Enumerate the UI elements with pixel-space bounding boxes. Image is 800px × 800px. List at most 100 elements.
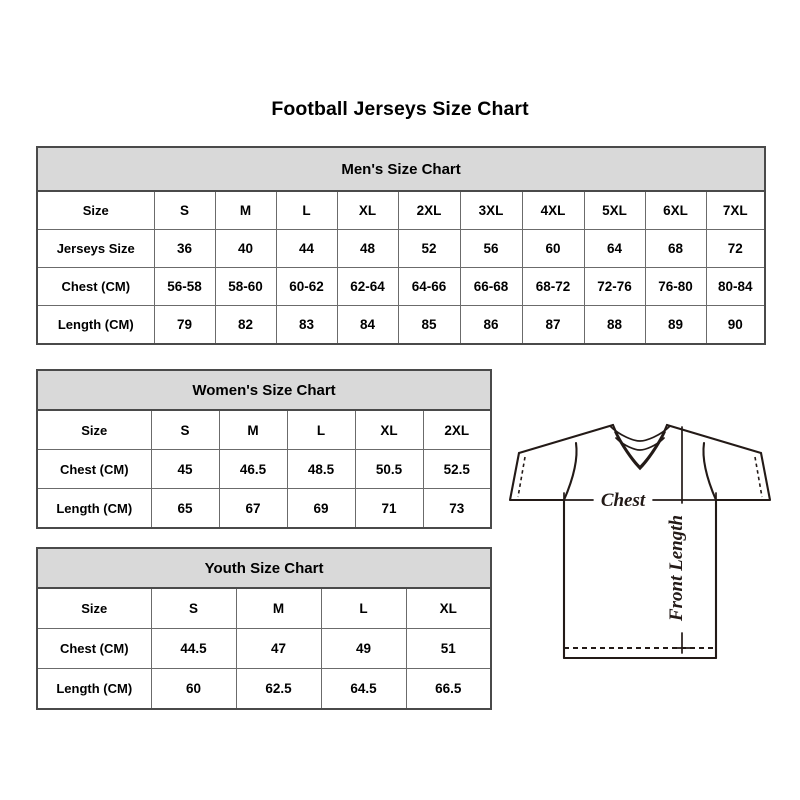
mens-cell: 36 [153, 229, 216, 268]
mens-header-row: Size S M L XL 2XL 3XL 4XL 5XL 6XL 7XL [36, 190, 766, 230]
youth-row-label-length: Length (CM) [36, 668, 152, 710]
mens-cell: 56 [459, 229, 523, 268]
table-row: Length (CM) 79 82 83 84 85 86 87 88 89 9… [36, 305, 766, 345]
youth-header-cell-s: S [150, 587, 237, 629]
mens-cell: 48 [336, 229, 399, 268]
mens-cell: 86 [459, 305, 523, 345]
mens-cell: 82 [214, 305, 277, 345]
front-length-measure-line [673, 426, 693, 654]
mens-cell: 66-68 [459, 267, 523, 306]
youth-cell: 66.5 [405, 668, 492, 710]
table-row: Chest (CM) 44.5 47 49 51 [36, 628, 492, 669]
mens-cell: 58-60 [214, 267, 277, 306]
chest-measure-line [563, 492, 717, 516]
youth-row-label-chest: Chest (CM) [36, 628, 152, 669]
mens-header-cell-6xl: 6XL [644, 190, 707, 230]
womens-header-cell-size: Size [36, 409, 152, 450]
mens-band-label: Men's Size Chart [37, 147, 766, 192]
mens-cell: 85 [397, 305, 461, 345]
mens-header-cell-2xl: 2XL [397, 190, 461, 230]
womens-band-label: Women's Size Chart [37, 370, 492, 411]
mens-size-chart-table: Men's Size Chart Size S M L XL 2XL 3XL 4… [36, 146, 767, 345]
womens-row-label-length: Length (CM) [36, 488, 152, 529]
mens-cell: 62-64 [336, 267, 399, 306]
jersey-measurement-diagram: Chest Front Length [498, 405, 782, 693]
mens-cell: 88 [583, 305, 646, 345]
mens-band-row: Men's Size Chart [37, 147, 766, 192]
mens-cell: 52 [397, 229, 461, 268]
jersey-outline-shape [508, 423, 772, 660]
mens-row-label-length: Length (CM) [36, 305, 155, 345]
womens-size-chart-table: Women's Size Chart Size S M L XL 2XL Che… [36, 369, 493, 529]
mens-cell: 60-62 [275, 267, 338, 306]
womens-cell: 73 [422, 488, 492, 529]
mens-cell: 76-80 [644, 267, 707, 306]
mens-cell: 72 [705, 229, 766, 268]
youth-band-row: Youth Size Chart [37, 548, 492, 589]
mens-row-label-jerseys-size: Jerseys Size [36, 229, 155, 268]
mens-header-cell-xl: XL [336, 190, 399, 230]
mens-cell: 79 [153, 305, 216, 345]
mens-header-cell-4xl: 4XL [521, 190, 585, 230]
mens-header-cell-7xl: 7XL [705, 190, 766, 230]
mens-cell: 72-76 [583, 267, 646, 306]
womens-row-label-chest: Chest (CM) [36, 449, 152, 489]
mens-cell: 64 [583, 229, 646, 268]
mens-cell: 89 [644, 305, 707, 345]
page-title: Football Jerseys Size Chart [271, 98, 529, 120]
jersey-vneck-collar [609, 423, 671, 471]
mens-cell: 68-72 [521, 267, 585, 306]
mens-cell: 87 [521, 305, 585, 345]
womens-cell: 48.5 [286, 449, 356, 489]
mens-cell: 44 [275, 229, 338, 268]
table-row: Chest (CM) 56-58 58-60 60-62 62-64 64-66… [36, 267, 766, 306]
womens-header-row: Size S M L XL 2XL [36, 409, 492, 450]
youth-cell: 49 [320, 628, 407, 669]
youth-header-cell-l: L [320, 587, 407, 629]
womens-band-row: Women's Size Chart [37, 370, 492, 411]
womens-cell: 65 [150, 488, 220, 529]
mens-cell: 56-58 [153, 267, 216, 306]
table-row: Length (CM) 65 67 69 71 73 [36, 488, 492, 529]
chest-label: Chest [601, 490, 646, 511]
right-cuff-stitch [754, 456, 763, 498]
front-length-label: Front Length [666, 515, 687, 622]
womens-cell: 71 [354, 488, 424, 529]
youth-size-chart-table: Youth Size Chart Size S M L XL Chest (CM… [36, 547, 493, 710]
womens-cell: 50.5 [354, 449, 424, 489]
mens-cell: 80-84 [705, 267, 766, 306]
youth-cell: 62.5 [235, 668, 322, 710]
mens-header-cell-s: S [153, 190, 216, 230]
womens-cell: 45 [150, 449, 220, 489]
womens-cell: 52.5 [422, 449, 492, 489]
womens-header-cell-2xl: 2XL [422, 409, 492, 450]
mens-cell: 83 [275, 305, 338, 345]
womens-header-cell-s: S [150, 409, 220, 450]
mens-cell: 68 [644, 229, 707, 268]
mens-header-cell-l: L [275, 190, 338, 230]
mens-cell: 40 [214, 229, 277, 268]
womens-header-cell-m: M [218, 409, 288, 450]
womens-cell: 67 [218, 488, 288, 529]
table-row: Jerseys Size 36 40 44 48 52 56 60 64 68 … [36, 229, 766, 268]
womens-header-cell-xl: XL [354, 409, 424, 450]
youth-header-cell-xl: XL [405, 587, 492, 629]
table-row: Chest (CM) 45 46.5 48.5 50.5 52.5 [36, 449, 492, 489]
mens-cell: 90 [705, 305, 766, 345]
youth-cell: 44.5 [150, 628, 237, 669]
youth-header-cell-m: M [235, 587, 322, 629]
womens-cell: 69 [286, 488, 356, 529]
mens-cell: 84 [336, 305, 399, 345]
left-cuff-stitch [517, 456, 526, 498]
mens-header-cell-m: M [214, 190, 277, 230]
youth-cell: 51 [405, 628, 492, 669]
womens-cell: 46.5 [218, 449, 288, 489]
youth-header-cell-size: Size [36, 587, 152, 629]
womens-header-cell-l: L [286, 409, 356, 450]
youth-cell: 64.5 [320, 668, 407, 710]
mens-cell: 60 [521, 229, 585, 268]
mens-row-label-chest: Chest (CM) [36, 267, 155, 306]
mens-cell: 64-66 [397, 267, 461, 306]
mens-header-cell-size: Size [36, 190, 155, 230]
youth-cell: 47 [235, 628, 322, 669]
